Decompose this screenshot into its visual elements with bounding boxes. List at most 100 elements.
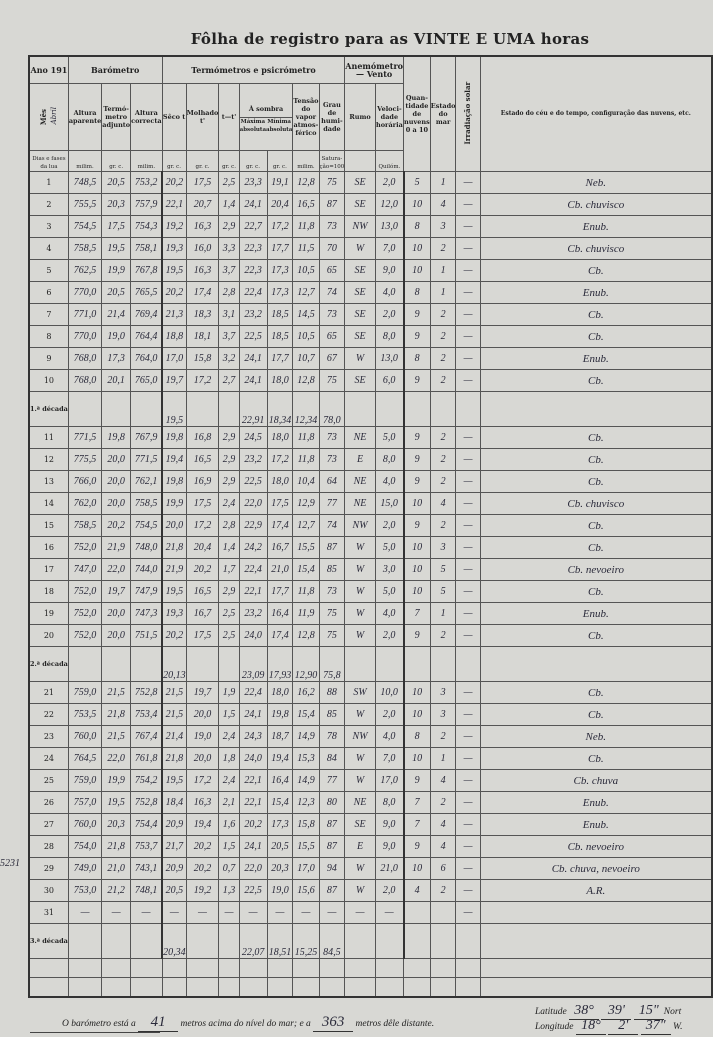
table-cell: SW: [344, 681, 376, 704]
table-cell: 10: [403, 857, 431, 880]
sky-remark: Enub.: [479, 347, 713, 370]
table-cell: —: [455, 769, 481, 792]
table-cell: 18,0: [266, 369, 294, 392]
table-cell: 64: [318, 470, 346, 493]
table-cell: 22,5: [238, 879, 268, 902]
unit: Satura-ção=100: [318, 150, 346, 172]
table-cell: 22,91: [238, 391, 268, 427]
sky-remark: [479, 901, 713, 924]
day-number: 15: [28, 514, 69, 537]
table-cell: 17,3: [266, 281, 294, 304]
table-cell: 2,5: [218, 602, 240, 625]
table-cell: 24,0: [238, 747, 268, 770]
table-cell: E: [344, 448, 376, 471]
table-cell: 15,5: [292, 536, 320, 559]
table-cell: —: [455, 448, 481, 471]
sky-remark: Enub.: [479, 602, 713, 625]
table-cell: 18,1: [185, 325, 220, 348]
table-cell: 9,0: [374, 835, 405, 858]
table-cell: 24,5: [238, 426, 268, 449]
table-cell: 2: [429, 347, 457, 370]
table-cell: 2,0: [374, 879, 405, 902]
day-number: 14: [28, 492, 69, 515]
table-row: 26 757,0 19,5 752,8 18,4 16,3 2,1 22,1 15,4 12,3 8…: [28, 791, 713, 814]
table-cell: 12,8: [292, 624, 320, 647]
sky-remark: Cb.: [479, 514, 713, 537]
table-cell: 22,0: [238, 492, 268, 515]
table-cell: 17,5: [185, 492, 220, 515]
table-row: 17 747,0 22,0 744,0 21,9 20,2 1,7 22,4 21,0 15,4 8…: [28, 558, 713, 581]
unit: gr. c.: [266, 150, 294, 172]
sky-remark: [479, 923, 713, 959]
sky-remark: Enub.: [479, 791, 713, 814]
day-number: 9: [28, 347, 69, 370]
table-cell: [403, 391, 431, 427]
table-cell: 767,8: [130, 259, 164, 282]
table-cell: 1,5: [218, 835, 240, 858]
table-cell: 3,2: [218, 347, 240, 370]
table-cell: 760,0: [67, 725, 103, 748]
table-cell: 85: [318, 703, 346, 726]
latitude-label: Latitude: [535, 1007, 567, 1017]
table-cell: 18,0: [266, 426, 294, 449]
day-number: 2: [28, 193, 69, 216]
table-cell: [130, 923, 164, 959]
table-cell: 22,3: [238, 259, 268, 282]
day-number: 8: [28, 325, 69, 348]
table-cell: 22,0: [238, 857, 268, 880]
table-cell: W: [344, 857, 376, 880]
day-number: 22: [28, 703, 69, 726]
table-cell: 2: [429, 879, 457, 902]
table-cell: 74: [318, 281, 346, 304]
table-cell: 9: [403, 470, 431, 493]
table-cell: 18,5: [266, 303, 294, 326]
table-cell: 9,0: [374, 259, 405, 282]
table-cell: 20,0: [101, 470, 132, 493]
table-cell: 19,4: [266, 747, 294, 770]
table-cell: 17,2: [185, 514, 220, 537]
table-cell: 2: [429, 325, 457, 348]
decade-summary-row: 3.ª década 20,34 22,07 18,51 15,25 84,5: [28, 923, 713, 959]
altitude-value: 41: [138, 1014, 179, 1032]
longitude: Longitude 18° 2' 37" W.: [535, 1018, 682, 1035]
table-cell: 17,2: [266, 215, 294, 238]
table-cell: 12,9: [292, 492, 320, 515]
table-cell: 747,0: [67, 558, 103, 581]
table-cell: [130, 646, 164, 682]
table-cell: 10: [403, 681, 431, 704]
day-number: 28: [28, 835, 69, 858]
empty-cell: [238, 958, 268, 978]
table-cell: —: [455, 857, 481, 880]
table-cell: [185, 646, 220, 682]
table-cell: 20,0: [101, 624, 132, 647]
table-cell: 2: [429, 369, 457, 392]
empty-cell: [67, 958, 103, 978]
table-cell: 24,1: [238, 347, 268, 370]
table-cell: 11,9: [292, 602, 320, 625]
table-cell: 80: [318, 791, 346, 814]
table-cell: 3,0: [374, 558, 405, 581]
table-cell: 7: [403, 791, 431, 814]
table-row: 18 752,0 19,7 747,9 19,5 16,5 2,9 22,1 17,7 11,8 7…: [28, 580, 713, 603]
table-cell: 12,34: [292, 391, 320, 427]
unit: gr. c.: [185, 150, 220, 172]
unit: milim.: [67, 150, 103, 172]
table-cell: 768,0: [67, 369, 103, 392]
table-cell: 12,90: [292, 646, 320, 682]
table-cell: 775,5: [67, 448, 103, 471]
table-cell: 70: [318, 237, 346, 260]
table-row: 10 768,0 20,1 765,0 19,7 17,2 2,7 24,1 18,0 12,8 7…: [28, 369, 713, 392]
table-cell: 762,1: [130, 470, 164, 493]
table-cell: 17,3: [266, 259, 294, 282]
table-cell: 3: [429, 703, 457, 726]
table-cell: 20,2: [101, 514, 132, 537]
table-cell: 78: [318, 725, 346, 748]
table-cell: 10: [403, 193, 431, 216]
table-cell: 15,4: [266, 791, 294, 814]
table-cell: 4,0: [374, 602, 405, 625]
a-sombra-label: À sombra: [240, 101, 292, 118]
day-number: 19: [28, 602, 69, 625]
table-cell: 2,9: [218, 470, 240, 493]
table-cell: 15,4: [292, 558, 320, 581]
empty-cell: [161, 977, 187, 998]
